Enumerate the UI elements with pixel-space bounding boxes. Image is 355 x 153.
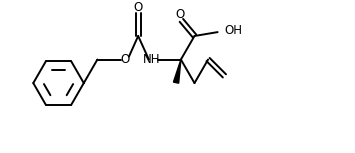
Text: O: O [120,53,129,66]
Text: O: O [133,1,143,14]
Text: NH: NH [143,53,160,66]
Text: O: O [176,7,185,21]
Text: OH: OH [224,24,242,37]
Polygon shape [174,60,181,83]
